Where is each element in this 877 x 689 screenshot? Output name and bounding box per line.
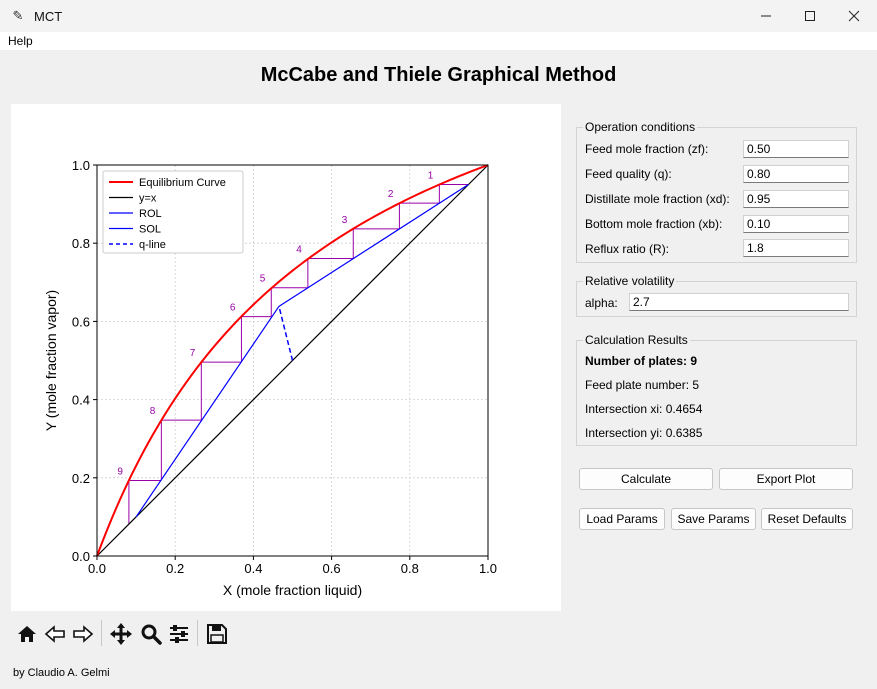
stage-label: 6 xyxy=(230,303,236,314)
back-icon xyxy=(44,625,65,643)
toolbar-separator xyxy=(101,620,102,646)
y-tick-label: 0.8 xyxy=(72,236,90,251)
back-button[interactable] xyxy=(42,622,68,646)
xd-input[interactable] xyxy=(743,190,849,208)
forward-icon xyxy=(73,625,94,643)
x-tick-label: 1.0 xyxy=(479,561,497,576)
operation-conditions-title: Operation conditions xyxy=(583,120,698,134)
toolbar-separator xyxy=(197,620,198,646)
xb-input[interactable] xyxy=(743,215,849,233)
zf-input[interactable] xyxy=(743,140,849,158)
x-tick-label: 0.6 xyxy=(323,561,341,576)
y-tick-label: 0.2 xyxy=(72,471,90,486)
relative-volatility-panel: Relative volatility alpha: xyxy=(576,274,857,317)
maximize-button[interactable] xyxy=(788,0,832,32)
alpha-label: alpha: xyxy=(585,296,618,310)
export-plot-button[interactable]: Export Plot xyxy=(719,468,853,490)
forward-button[interactable] xyxy=(70,622,96,646)
plot-frame xyxy=(96,164,489,557)
stage-label: 9 xyxy=(117,466,123,477)
operation-conditions-panel: Operation conditions Feed mole fraction … xyxy=(576,120,857,263)
q-input[interactable] xyxy=(743,165,849,183)
x-tick-label: 0.8 xyxy=(401,561,419,576)
home-icon xyxy=(18,626,36,642)
author-credit: by Claudio A. Gelmi xyxy=(13,667,110,679)
reset-defaults-button[interactable]: Reset Defaults xyxy=(761,508,853,530)
y-axis-label: Y (mole fraction vapor) xyxy=(43,290,59,431)
save-figure-button[interactable] xyxy=(204,622,230,646)
alpha-input[interactable] xyxy=(629,293,849,311)
load-params-button[interactable]: Load Params xyxy=(579,508,665,530)
x-tick-label: 0.4 xyxy=(244,561,262,576)
title-bar: ✎ MCT xyxy=(0,0,877,32)
plot-area[interactable]: 1 2 3 4 5 6 7 8 9 0.0 0.2 0.4 0.6 0.8 1.0 0.0 0.2 0.4 0.6 0… xyxy=(11,104,561,611)
y-tick-label: 0.4 xyxy=(72,393,90,408)
stage-label: 2 xyxy=(388,189,394,200)
intersection-yi: Intersection yi: 0.6385 xyxy=(585,426,703,440)
calculate-button[interactable]: Calculate xyxy=(579,468,713,490)
zoom-button[interactable] xyxy=(138,622,164,646)
stage-label: 7 xyxy=(190,348,196,359)
x-axis-label: X (mole fraction liquid) xyxy=(223,582,362,598)
feed-plate-number: Feed plate number: 5 xyxy=(585,378,700,392)
relative-volatility-title: Relative volatility xyxy=(583,274,677,288)
home-button[interactable] xyxy=(14,622,40,646)
stage-label: 8 xyxy=(150,406,156,417)
mccabe-thiele-chart: 1 2 3 4 5 6 7 8 9 0.0 0.2 0.4 0.6 0.8 1.0 0.0 0.2 0.4 0.6 0… xyxy=(43,158,497,598)
legend-label: Equilibrium Curve xyxy=(139,177,226,189)
page-title: McCabe and Thiele Graphical Method xyxy=(260,64,617,86)
feather-icon: ✎ xyxy=(12,8,24,23)
stage-label: 5 xyxy=(260,274,266,285)
series-line-equilibrium-curve xyxy=(96,164,489,557)
xb-label: Bottom mole fraction (xb): xyxy=(585,217,723,231)
menu-bar: Help xyxy=(0,32,877,50)
calculation-results-title: Calculation Results xyxy=(583,333,690,347)
series-line-sol xyxy=(135,306,280,518)
number-of-plates: Number of plates: 9 xyxy=(585,354,698,368)
x-tick-label: 0.2 xyxy=(166,561,184,576)
minimize-button[interactable] xyxy=(744,0,788,32)
minimize-icon xyxy=(761,15,771,17)
close-button[interactable] xyxy=(832,0,876,32)
zoom-icon xyxy=(141,624,162,645)
window-title: MCT xyxy=(34,8,63,24)
menu-help[interactable]: Help xyxy=(8,34,33,48)
y-tick-label: 0.6 xyxy=(72,314,90,329)
save-params-button[interactable]: Save Params xyxy=(671,508,756,530)
maximize-icon xyxy=(805,11,815,21)
legend-label: SOL xyxy=(139,224,161,236)
x-tick-label: 0.0 xyxy=(88,561,106,576)
intersection-xi: Intersection xi: 0.4654 xyxy=(585,402,703,416)
zf-label: Feed mole fraction (zf): xyxy=(585,142,709,156)
legend-label: y=x xyxy=(139,193,157,205)
configure-icon xyxy=(170,625,188,643)
stage-label: 4 xyxy=(296,245,302,256)
stage-label: 1 xyxy=(428,171,434,182)
stage-label: 3 xyxy=(342,215,348,226)
save-icon xyxy=(207,624,227,644)
legend-label: q-line xyxy=(139,239,166,251)
calculation-results-panel: Calculation Results Number of plates: 9 … xyxy=(576,333,857,446)
y-tick-label: 0.0 xyxy=(72,549,90,564)
legend-box xyxy=(102,170,244,254)
xd-label: Distillate mole fraction (xd): xyxy=(585,192,730,206)
legend-label: ROL xyxy=(139,208,162,220)
pan-button[interactable] xyxy=(108,622,134,646)
y-tick-label: 1.0 xyxy=(72,158,90,173)
pan-icon xyxy=(110,623,132,645)
reflux-label: Reflux ratio (R): xyxy=(585,242,670,256)
configure-button[interactable] xyxy=(166,622,192,646)
series-line-rol xyxy=(278,184,469,307)
series-line-q-line xyxy=(278,306,294,361)
close-icon xyxy=(848,10,860,22)
reflux-input[interactable] xyxy=(743,239,849,257)
q-label: Feed quality (q): xyxy=(585,167,672,181)
